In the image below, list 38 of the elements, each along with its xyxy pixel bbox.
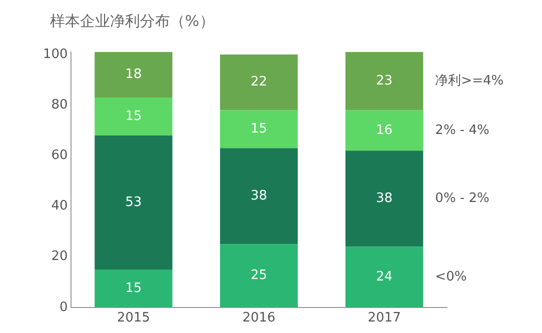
data-label: 15 — [125, 108, 142, 124]
series-label: 0% - 2% — [435, 191, 490, 206]
bar — [220, 54, 298, 110]
x-tick-label: 2017 — [368, 310, 401, 326]
bar — [220, 110, 298, 148]
bar — [94, 98, 172, 136]
data-label: 38 — [376, 191, 393, 206]
bar — [345, 52, 424, 110]
x-tick-label: 2015 — [116, 310, 150, 326]
bar — [94, 52, 172, 98]
y-tick-label: 20 — [51, 249, 68, 264]
bar — [345, 246, 424, 308]
bar — [220, 148, 298, 244]
y-tick-label: 80 — [51, 97, 68, 112]
data-label: 24 — [376, 269, 393, 284]
data-label: 23 — [376, 73, 393, 88]
data-label: 25 — [250, 268, 268, 284]
chart-title: 样本企业净利分布（%） — [50, 12, 214, 31]
data-label: 16 — [376, 122, 393, 138]
bar — [94, 135, 172, 270]
data-label: 18 — [125, 67, 142, 82]
bar — [94, 269, 172, 308]
series-label: 2% - 4% — [435, 122, 490, 138]
bar — [345, 150, 424, 247]
x-tick-label: 2016 — [242, 310, 276, 326]
y-tick-label: 60 — [51, 148, 68, 164]
data-label: 15 — [125, 280, 142, 296]
data-label: 15 — [250, 122, 268, 136]
series-label: 净利>=4% — [435, 73, 504, 88]
series-label: <0% — [435, 269, 467, 284]
data-label: 38 — [250, 188, 268, 204]
bar — [220, 244, 298, 308]
y-tick-label: 40 — [51, 198, 68, 214]
y-tick-label: 100 — [42, 46, 68, 62]
bar — [345, 110, 424, 151]
data-label: 22 — [250, 74, 268, 90]
y-tick-label: 0 — [60, 300, 68, 315]
data-label: 53 — [125, 194, 142, 210]
